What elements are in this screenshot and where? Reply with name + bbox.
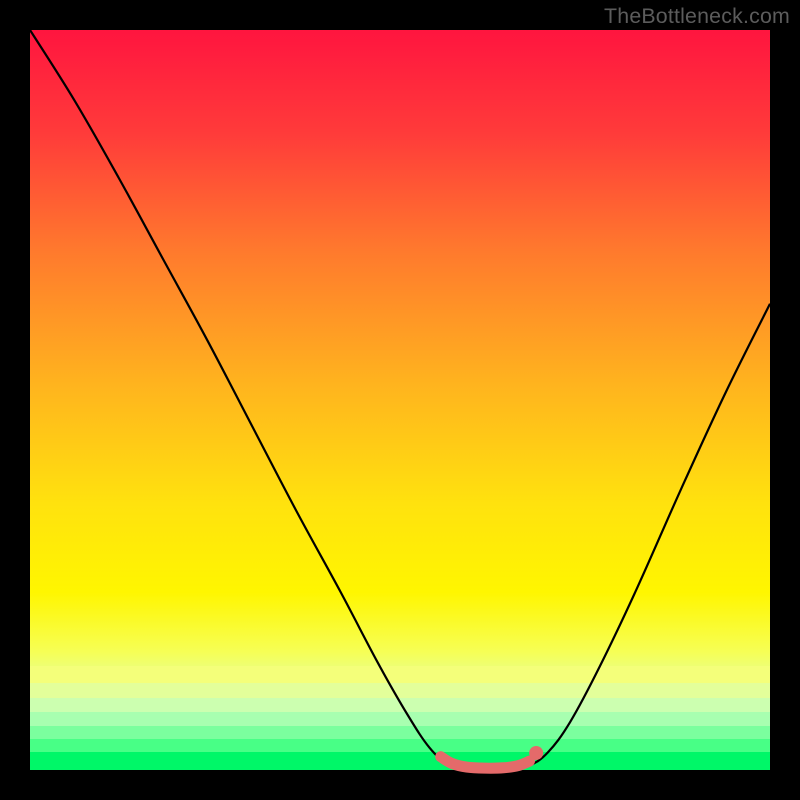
curve-layer: [30, 30, 770, 770]
bottleneck-curve: [30, 30, 770, 770]
flat-region-highlight: [441, 757, 530, 769]
plot-area: [30, 30, 770, 770]
watermark-text: TheBottleneck.com: [604, 4, 790, 29]
chart-stage: TheBottleneck.com: [0, 0, 800, 800]
highlight-end-dot: [529, 746, 543, 760]
